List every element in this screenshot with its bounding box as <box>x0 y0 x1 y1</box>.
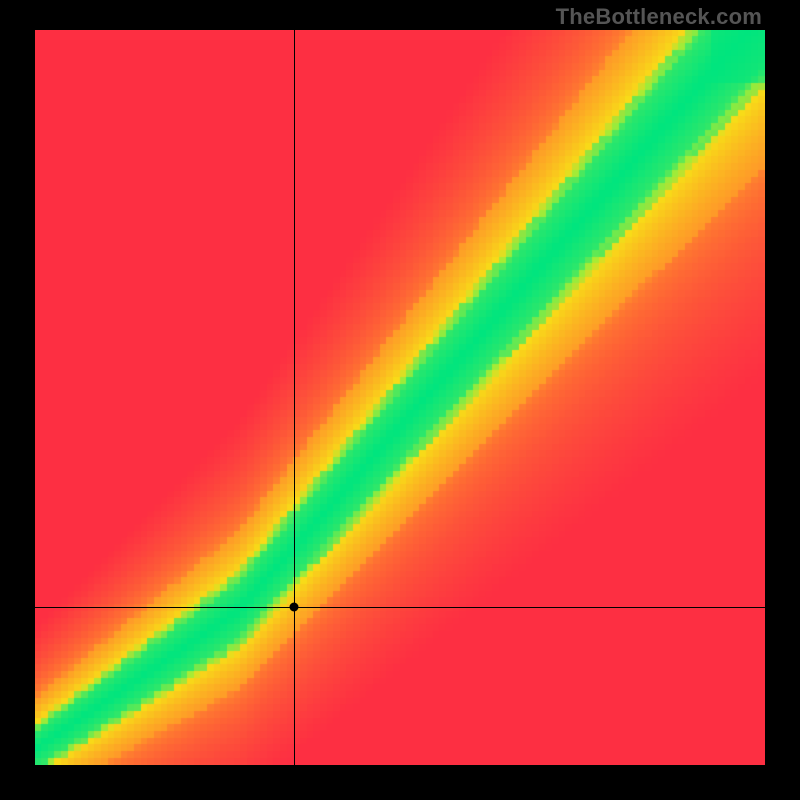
watermark-text: TheBottleneck.com <box>556 4 762 30</box>
crosshair-marker <box>290 602 299 611</box>
heatmap-plot-area <box>35 30 765 765</box>
heatmap-canvas <box>35 30 765 765</box>
crosshair-vertical <box>294 30 295 765</box>
chart-container: TheBottleneck.com <box>0 0 800 800</box>
crosshair-horizontal <box>35 607 765 608</box>
